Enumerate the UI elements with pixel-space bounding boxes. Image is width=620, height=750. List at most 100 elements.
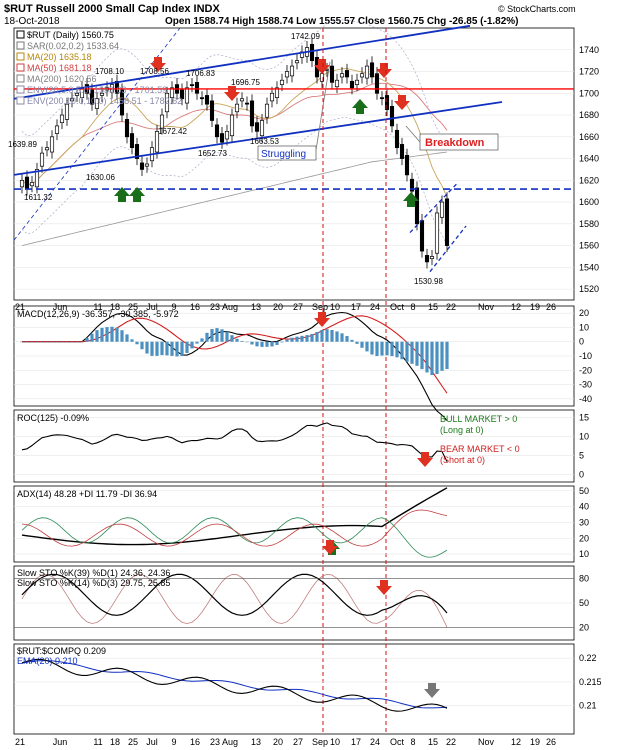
candle-body: [194, 82, 200, 94]
candle-body: [209, 100, 215, 121]
up-arrow-icon: [352, 99, 368, 114]
candle-body: [424, 255, 430, 263]
candle-body: [364, 65, 370, 79]
macd-histogram-bar: [100, 327, 104, 342]
candle-body: [414, 187, 420, 225]
candle-body: [94, 98, 100, 109]
sto-title-1: Slow STO %K(39) %D(1) 24.36, 24.36: [17, 568, 170, 578]
up-arrow-icon: [114, 187, 130, 202]
credit: © StockCharts.com: [498, 4, 576, 14]
down-arrow-icon: [417, 452, 433, 467]
macd-histogram-bar: [40, 341, 44, 343]
price-label: 1742.09: [291, 32, 320, 41]
legend-swatch: [16, 85, 25, 94]
main-y-tick-label: 1520: [579, 284, 599, 294]
macd-histogram-bar: [170, 341, 174, 356]
x-tick-label: 20: [273, 737, 283, 747]
x-tick-label: 26: [546, 302, 556, 312]
price-label: 1630.06: [86, 173, 115, 182]
x-tick-label: Oct: [390, 737, 405, 747]
macd-histogram-bar: [345, 336, 349, 342]
candle-body: [159, 114, 165, 129]
macd-histogram-bar: [60, 341, 64, 343]
ind-y-tick-label: 10: [579, 432, 589, 442]
x-tick-label: 9: [171, 737, 176, 747]
macd-histogram-bar: [400, 341, 404, 360]
legend-entry: MA(50) 1681.18: [27, 63, 92, 73]
macd-histogram-bar: [225, 331, 229, 342]
x-tick-label: 16: [190, 302, 200, 312]
macd-histogram-bar: [315, 331, 319, 342]
x-tick-label: Aug: [222, 302, 238, 312]
macd-histogram-bar: [420, 341, 424, 370]
macd-histogram-bar: [395, 341, 399, 358]
candle-body: [289, 65, 295, 77]
candle-body: [169, 87, 175, 98]
macd-histogram-bar: [160, 341, 164, 356]
x-tick-label: 16: [190, 737, 200, 747]
candle-body: [54, 125, 60, 134]
candle-body: [139, 162, 145, 170]
macd-histogram-bar: [115, 327, 119, 342]
macd-histogram-bar: [340, 333, 344, 342]
main-y-tick-label: 1740: [579, 45, 599, 55]
price-label: 1696.75: [231, 78, 260, 87]
candle-body: [394, 129, 400, 149]
rs-ratio-line: [21, 658, 448, 712]
main-y-tick-label: 1580: [579, 219, 599, 229]
candle-body: [294, 60, 300, 64]
main-y-tick-label: 1620: [579, 175, 599, 185]
x-tick-label: 27: [293, 302, 303, 312]
ind-y-tick-label: 15: [579, 413, 589, 423]
price-label: 1530.98: [414, 277, 443, 286]
rs-ema-title: EMA(20) 0.210: [17, 656, 78, 666]
main-y-tick-label: 1640: [579, 154, 599, 164]
roc-title: ROC(125) -0.09%: [17, 413, 89, 423]
down-arrow-icon: [424, 683, 440, 698]
macd-histogram-bar: [210, 329, 214, 342]
candle-body: [354, 79, 360, 85]
down-arrow-icon: [314, 59, 330, 74]
macd-line: [22, 311, 448, 421]
x-tick-label: Sep: [312, 737, 328, 747]
macd-histogram-bar: [290, 337, 294, 342]
macd-histogram-bar: [215, 328, 219, 342]
ohlc-line: Open 1588.74 High 1588.74 Low 1555.57 Cl…: [165, 16, 519, 27]
legend-entry: ENV(200,10.0,10.0) 1458.51 - 1782.62: [27, 96, 182, 106]
sto14-line: [21, 573, 448, 628]
x-tick-label: 10: [330, 737, 340, 747]
candle-body: [34, 169, 40, 188]
x-tick-label: 27: [293, 737, 303, 747]
macd-histogram-bar: [50, 341, 54, 343]
roc-bear-label: BEAR MARKET < 0: [440, 444, 520, 454]
macd-histogram-bar: [325, 329, 329, 342]
ind-y-tick-label: -30: [579, 380, 592, 390]
down-arrow-icon: [394, 95, 410, 110]
ind-y-tick-label: 10: [579, 322, 589, 332]
candle-body: [214, 124, 220, 138]
ind-y-tick-label: 0: [579, 469, 584, 479]
candle-body: [44, 147, 50, 151]
price-label: 1708.10: [95, 67, 124, 76]
macd-histogram-bar: [125, 334, 129, 342]
roc-bear-sub: (Short at 0): [440, 455, 485, 465]
main-price-panel: 1520 1540 1560 1580 1600 1620 1640 1660 1680 1700…: [8, 19, 599, 301]
candle-body: [189, 84, 195, 87]
x-tick-label: 8: [410, 737, 415, 747]
legend-swatch: [16, 41, 25, 50]
breakdown-label: Breakdown: [425, 137, 485, 149]
x-tick-label: 24: [370, 737, 380, 747]
x-tick-label: 18: [110, 302, 120, 312]
ind-y-tick-label: 10: [579, 549, 589, 559]
candle-body: [254, 122, 260, 132]
candle-body: [89, 89, 95, 105]
x-tick-label: 15: [428, 302, 438, 312]
macd-histogram-bar: [55, 341, 59, 343]
macd-histogram-bar: [445, 341, 449, 370]
macd-histogram-bar: [90, 333, 94, 342]
macd-histogram-bar: [70, 341, 74, 343]
candle-body: [229, 114, 235, 137]
main-y-tick-label: 1680: [579, 110, 599, 120]
candle-body: [279, 79, 285, 85]
candle-body: [359, 73, 365, 78]
